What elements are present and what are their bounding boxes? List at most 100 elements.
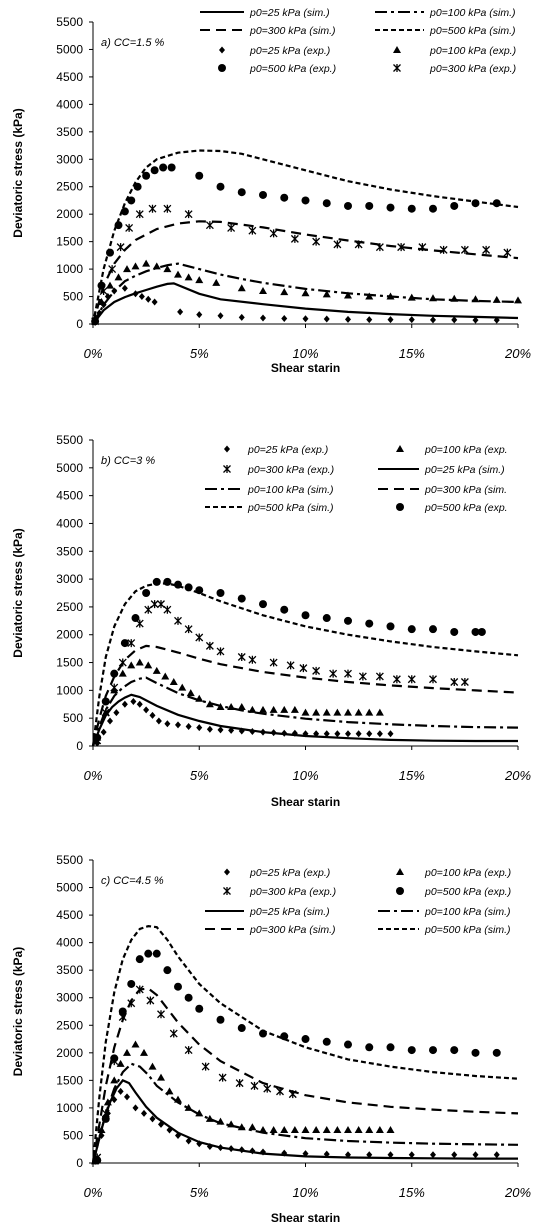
data-point xyxy=(375,672,384,681)
data-point xyxy=(135,658,144,666)
data-point xyxy=(174,270,182,278)
data-point xyxy=(407,204,416,213)
data-point xyxy=(248,655,257,664)
data-point xyxy=(113,709,120,717)
data-point xyxy=(184,1046,193,1055)
data-point xyxy=(407,625,416,634)
data-point xyxy=(196,724,203,732)
x-tick-label: 15% xyxy=(399,768,425,783)
data-point xyxy=(93,733,102,742)
y-tick-label: 3500 xyxy=(56,544,83,558)
data-point xyxy=(196,1140,203,1148)
legend-entry: p0=300 kPa (exp.) xyxy=(223,464,334,476)
data-point xyxy=(301,611,310,620)
data-point xyxy=(397,243,406,252)
series-1 xyxy=(91,1079,518,1164)
data-point xyxy=(334,730,341,738)
data-point xyxy=(259,1125,267,1133)
legend-swatch xyxy=(396,503,404,511)
data-point xyxy=(120,207,129,216)
data-point xyxy=(140,1048,148,1056)
legend-entry: p0=100 kPa (exp. xyxy=(396,444,508,456)
data-point xyxy=(205,700,214,708)
y-tick-label: 3000 xyxy=(56,152,83,166)
legend-label: p0=100 kPa (sim.) xyxy=(247,484,334,496)
data-point xyxy=(248,1123,257,1131)
data-point xyxy=(142,589,151,597)
x-axis-label: Shear starin xyxy=(271,1211,340,1225)
data-point xyxy=(101,1114,110,1123)
data-point xyxy=(430,1151,436,1159)
data-point xyxy=(175,721,181,729)
data-point xyxy=(169,678,178,686)
data-point xyxy=(205,221,214,230)
data-point xyxy=(238,1146,245,1154)
data-point xyxy=(163,204,172,213)
data-point xyxy=(366,1151,373,1159)
data-point xyxy=(164,720,171,728)
legend-label: p0=100 kPa (sim.) xyxy=(429,7,516,19)
data-point xyxy=(138,293,145,301)
data-point xyxy=(249,728,256,736)
series-1 xyxy=(91,693,518,747)
data-point xyxy=(302,315,309,323)
series-line xyxy=(91,582,519,747)
y-tick-label: 1000 xyxy=(56,262,83,276)
data-point xyxy=(149,711,156,719)
y-tick-label: 1500 xyxy=(56,1073,83,1087)
legend-label: p0=25 kPa (sim.) xyxy=(249,906,330,918)
data-point xyxy=(110,1076,119,1084)
data-point xyxy=(408,316,415,324)
data-point xyxy=(91,317,100,326)
legend-entry: p0=500 kPa (exp. xyxy=(396,502,508,514)
data-point xyxy=(429,675,437,684)
series-line xyxy=(91,693,518,747)
series-7 xyxy=(93,985,297,1162)
data-point xyxy=(201,1062,210,1071)
data-point xyxy=(429,204,437,213)
data-point xyxy=(333,1125,342,1133)
data-point xyxy=(216,589,225,597)
data-point xyxy=(366,316,373,324)
legend-swatch xyxy=(218,64,226,72)
x-tick-label: 20% xyxy=(504,1185,531,1200)
data-point xyxy=(149,1115,156,1123)
data-point xyxy=(227,223,236,232)
data-point xyxy=(365,201,374,210)
data-point xyxy=(418,243,427,252)
data-point xyxy=(184,273,193,281)
series-2 xyxy=(91,1062,519,1164)
y-tick-label: 0 xyxy=(76,317,83,331)
legend-entry: p0=25 kPa (exp.) xyxy=(224,444,328,456)
data-point xyxy=(237,188,246,197)
y-axis-label: Deviatoric stress (kPa) xyxy=(11,947,25,1076)
data-point xyxy=(493,1151,500,1159)
data-point xyxy=(354,240,363,249)
data-point xyxy=(290,705,299,713)
legend-label: p0=500 kPa (exp.) xyxy=(424,886,511,898)
data-point xyxy=(148,1062,157,1070)
x-tick-label: 10% xyxy=(292,768,318,783)
series-4 xyxy=(91,924,519,1164)
y-tick-label: 2000 xyxy=(56,628,83,642)
y-tick-label: 500 xyxy=(63,711,83,725)
data-point xyxy=(152,577,161,586)
data-point xyxy=(301,708,310,716)
chart-panel-1: 0 500 1000 1500 2000 2500 3000 3500 4000 4500 5000… xyxy=(11,7,531,375)
data-point xyxy=(174,1095,182,1103)
legend-label: p0=25 kPa (exp.) xyxy=(247,444,328,456)
data-point xyxy=(111,287,118,295)
data-point xyxy=(290,1125,299,1133)
panel-label: b) CC=3 % xyxy=(101,455,155,467)
x-axis-label: Shear starin xyxy=(271,361,340,375)
legend-label: p0=25 kPa (sim.) xyxy=(424,464,505,476)
data-point xyxy=(375,708,384,716)
data-point xyxy=(238,727,245,735)
data-point xyxy=(514,296,522,304)
data-point xyxy=(158,1120,164,1128)
data-point xyxy=(471,1048,480,1057)
data-point xyxy=(103,1098,112,1106)
legend-label: p0=500 kPa (sim.) xyxy=(429,25,516,37)
data-point xyxy=(217,312,224,320)
data-point xyxy=(460,678,469,687)
